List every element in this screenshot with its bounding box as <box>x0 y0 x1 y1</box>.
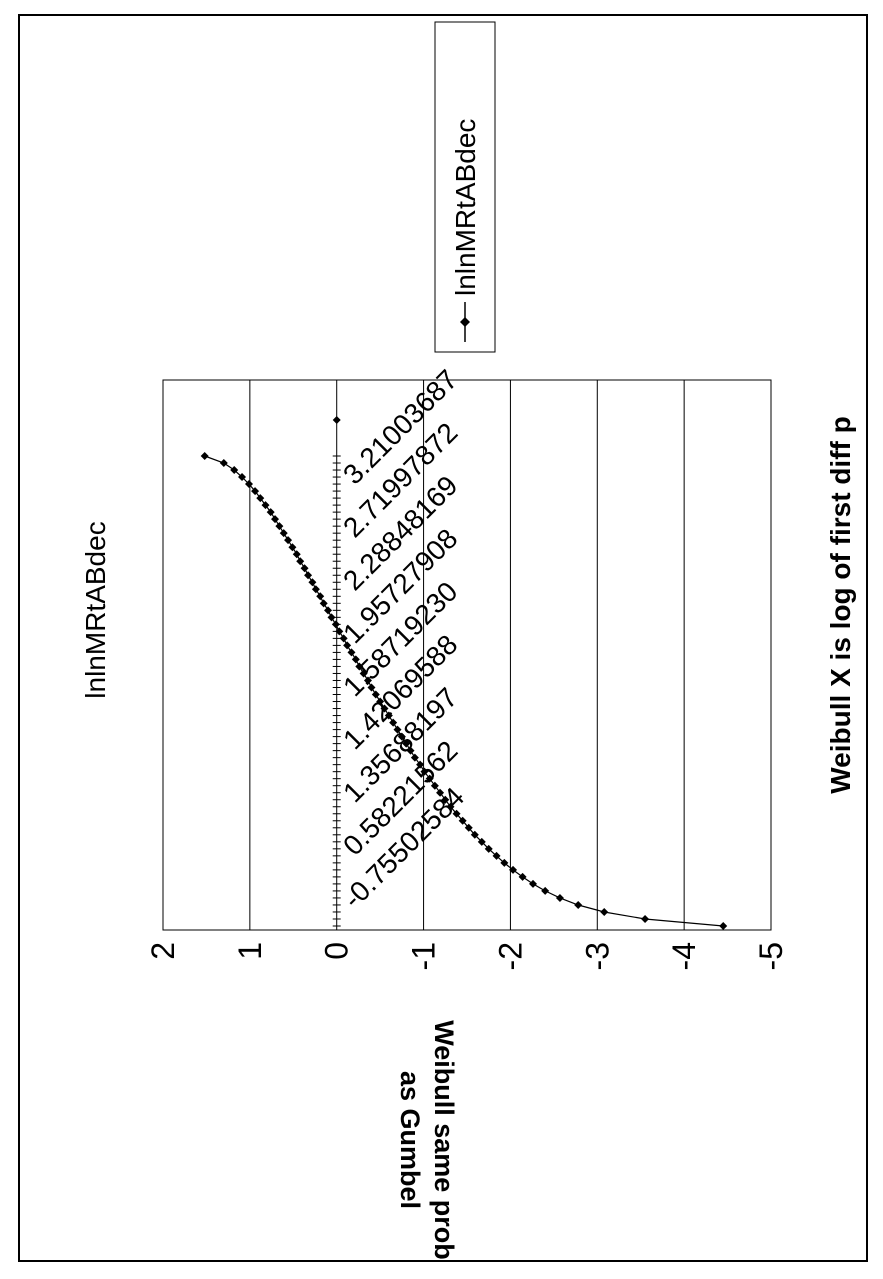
data-point <box>458 816 467 825</box>
data-point <box>304 571 313 580</box>
y-tick-label: -5 <box>753 942 789 970</box>
data-point <box>384 711 393 720</box>
data-point <box>324 606 333 615</box>
y-axis-label: Weibull same probas Gumbel <box>395 1020 459 1260</box>
data-point <box>288 543 297 552</box>
legend-label: lnlnMRtABdec <box>450 119 481 296</box>
data-point <box>484 844 493 853</box>
data-point <box>319 599 328 608</box>
plot-border <box>162 379 772 931</box>
data-point <box>363 676 372 685</box>
data-point <box>300 564 309 573</box>
data-point <box>355 662 364 671</box>
data-point <box>500 858 509 867</box>
data-point <box>275 522 284 531</box>
x-tick-labels: -0.755025840.582215621.356881971.4206958… <box>337 364 470 915</box>
chart-title: lnlnMRtABdec <box>80 521 111 698</box>
plot-area: -0.755025840.582215621.356881971.4206958… <box>162 364 772 931</box>
data-point <box>351 655 360 664</box>
series-lnlnMRtABdec <box>200 416 728 930</box>
legend: lnlnMRtABdec <box>434 21 496 353</box>
y-tick-label: 2 <box>145 942 181 960</box>
y-tick-label: 0 <box>319 942 355 960</box>
data-point <box>331 620 340 629</box>
data-point <box>529 879 538 888</box>
data-point <box>343 641 352 650</box>
data-point <box>410 753 419 762</box>
data-point <box>308 578 317 587</box>
data-point <box>436 788 445 797</box>
data-point <box>518 872 527 881</box>
data-point <box>600 907 609 916</box>
data-point <box>327 613 336 622</box>
chart-svg: lnlnMRtABdec -0.755025840.582215621.3568… <box>80 21 856 1260</box>
legend-marker <box>460 317 470 327</box>
data-point <box>347 648 356 657</box>
data-point <box>284 536 293 545</box>
data-point <box>641 914 650 923</box>
outlier-point <box>332 416 341 425</box>
data-point <box>339 634 348 643</box>
chart-frame: lnlnMRtABdec -0.75502584 0.58221562 1.3568… <box>18 14 868 1262</box>
data-point <box>719 922 728 930</box>
x-axis-label: Weibull X is log of first diff p <box>825 416 856 793</box>
data-point <box>541 886 550 895</box>
data-point <box>371 690 380 699</box>
data-point <box>389 718 398 727</box>
y-tick-labels: 2 1 0 -1 -2 -3 -4 -5 <box>145 942 789 970</box>
data-point <box>244 480 253 489</box>
data-point <box>470 830 479 839</box>
y-tick-label: -1 <box>406 942 442 970</box>
data-point <box>261 501 270 510</box>
data-point <box>446 802 455 811</box>
y-tick-label: -4 <box>666 942 702 970</box>
data-point <box>311 585 320 594</box>
data-point <box>200 452 209 460</box>
data-point <box>367 683 376 692</box>
y-tick-label: -2 <box>492 942 528 970</box>
data-point <box>292 550 301 559</box>
data-point <box>271 515 280 524</box>
data-point <box>316 592 325 601</box>
y-tick-label: -3 <box>579 942 615 970</box>
gridlines <box>249 380 685 930</box>
data-point <box>251 487 260 496</box>
y-tick-label: 1 <box>232 942 268 960</box>
x-minor-ticks <box>332 455 341 927</box>
legend-box <box>434 21 496 353</box>
data-point <box>393 725 402 734</box>
data-point <box>296 557 305 566</box>
data-point <box>380 704 389 713</box>
data-point <box>266 508 275 517</box>
data-point <box>420 767 429 776</box>
data-point <box>256 494 265 503</box>
data-point <box>359 669 368 678</box>
data-point <box>230 466 239 475</box>
data-point <box>335 627 344 636</box>
data-point <box>402 739 411 748</box>
data-point <box>397 732 406 741</box>
data-point <box>555 893 564 902</box>
data-point <box>219 459 228 468</box>
data-point <box>376 697 385 706</box>
data-point <box>574 900 583 909</box>
data-point <box>279 529 288 538</box>
data-point <box>238 473 247 482</box>
